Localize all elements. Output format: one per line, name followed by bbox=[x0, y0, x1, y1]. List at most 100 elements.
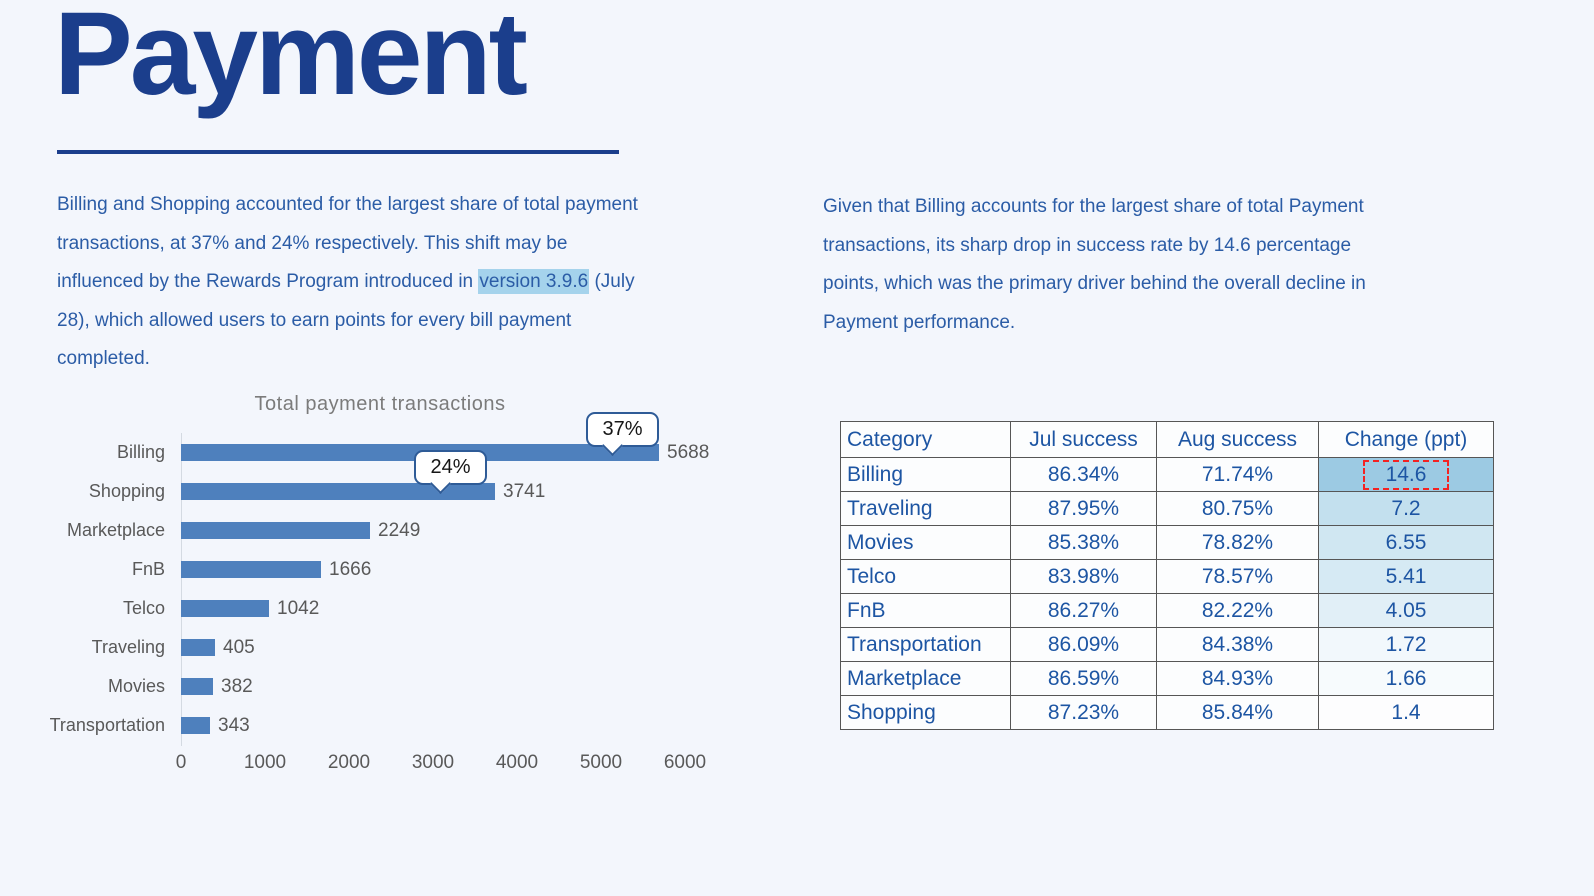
category-label: Movies bbox=[107, 676, 165, 696]
table-body: Billing 86.34% 71.74% 14.6 Traveling 87.95% 80… bbox=[840, 457, 1494, 730]
chart-title: Total payment transactions bbox=[254, 393, 506, 415]
aug-success-cell: 80.75% bbox=[1156, 491, 1319, 526]
value-label: 343 bbox=[218, 714, 250, 736]
right-paragraph: Given that Billing accounts for the larg… bbox=[823, 196, 1366, 333]
jul-success-cell: 83.98% bbox=[1010, 559, 1157, 594]
category-label: Transportation bbox=[49, 715, 165, 735]
chart-row-movies: Movies 382 bbox=[40, 667, 730, 706]
x-tick: 3000 bbox=[411, 752, 455, 773]
version-highlight: version 3.9.6 bbox=[478, 269, 590, 294]
table-row-movies: Movies 85.38% 78.82% 6.55 bbox=[840, 525, 1494, 560]
category-label: FnB bbox=[131, 559, 165, 579]
category-cell: Marketplace bbox=[840, 661, 1011, 696]
transactions-bar-chart: Total payment transactions Billing 5688 Sh… bbox=[40, 390, 730, 790]
category-cell: Shopping bbox=[840, 695, 1011, 730]
category-label: Billing bbox=[116, 442, 165, 462]
chart-row-fnb: FnB 1666 bbox=[40, 550, 730, 589]
category-label: Telco bbox=[122, 598, 165, 618]
change-cell: 7.2 bbox=[1318, 491, 1494, 526]
table-row-telco: Telco 83.98% 78.57% 5.41 bbox=[840, 559, 1494, 594]
aug-success-cell: 84.93% bbox=[1156, 661, 1319, 696]
category-label: Shopping bbox=[88, 481, 165, 501]
jul-success-cell: 86.27% bbox=[1010, 593, 1157, 628]
chart-row-transportation: Transportation 343 bbox=[40, 706, 730, 745]
aug-success-cell: 78.82% bbox=[1156, 525, 1319, 560]
value-label: 1666 bbox=[329, 558, 372, 580]
red-dashed-highlight-box: 14.6 bbox=[1362, 459, 1450, 490]
change-cell: 4.05 bbox=[1318, 593, 1494, 628]
change-cell: 6.55 bbox=[1318, 525, 1494, 560]
table-header-cell: Jul success bbox=[1010, 421, 1157, 458]
table-row-marketplace: Marketplace 86.59% 84.93% 1.66 bbox=[840, 661, 1494, 696]
callout-billing-share: 37% bbox=[586, 412, 659, 447]
bar-telco bbox=[181, 600, 269, 617]
x-tick: 2000 bbox=[327, 752, 371, 773]
callout-shopping-share: 24% bbox=[414, 450, 487, 485]
x-tick: 6000 bbox=[663, 752, 707, 773]
aug-success-cell: 84.38% bbox=[1156, 627, 1319, 662]
x-tick: 0 bbox=[175, 752, 187, 773]
value-label: 2249 bbox=[378, 519, 421, 541]
table-header-cell: Aug success bbox=[1156, 421, 1319, 458]
bar-traveling bbox=[181, 639, 215, 656]
jul-success-cell: 87.95% bbox=[1010, 491, 1157, 526]
change-cell: 1.72 bbox=[1318, 627, 1494, 662]
chart-row-marketplace: Marketplace 2249 bbox=[40, 511, 730, 550]
bar-transportation bbox=[181, 717, 210, 734]
y-axis-line bbox=[181, 433, 182, 746]
jul-success-cell: 86.34% bbox=[1010, 457, 1157, 492]
chart-row-traveling: Traveling 405 bbox=[40, 628, 730, 667]
change-cell: 1.66 bbox=[1318, 661, 1494, 696]
jul-success-cell: 86.59% bbox=[1010, 661, 1157, 696]
x-tick: 1000 bbox=[243, 752, 287, 773]
category-cell: Transportation bbox=[840, 627, 1011, 662]
value-label: 1042 bbox=[277, 597, 320, 619]
chart-row-shopping: Shopping 3741 bbox=[40, 472, 730, 511]
jul-success-cell: 87.23% bbox=[1010, 695, 1157, 730]
table-row-traveling: Traveling 87.95% 80.75% 7.2 bbox=[840, 491, 1494, 526]
left-paragraph: Billing and Shopping accounted for the l… bbox=[57, 186, 657, 379]
category-label: Traveling bbox=[91, 637, 165, 657]
x-axis: 0 1000 2000 3000 4000 5000 6000 bbox=[40, 752, 730, 776]
category-cell: FnB bbox=[840, 593, 1011, 628]
category-cell: Traveling bbox=[840, 491, 1011, 526]
table-row-shopping: Shopping 87.23% 85.84% 1.4 bbox=[840, 695, 1494, 730]
bar-shopping bbox=[181, 483, 495, 500]
table-row-fnb: FnB 86.27% 82.22% 4.05 bbox=[840, 593, 1494, 628]
change-cell: 14.6 bbox=[1318, 457, 1494, 492]
table-row-billing: Billing 86.34% 71.74% 14.6 bbox=[840, 457, 1494, 492]
callout-shopping-label: 24% bbox=[430, 456, 471, 478]
value-label: 405 bbox=[223, 636, 255, 658]
aug-success-cell: 71.74% bbox=[1156, 457, 1319, 492]
jul-success-cell: 85.38% bbox=[1010, 525, 1157, 560]
table-header-cell: Category bbox=[840, 421, 1011, 458]
success-rate-table: Category Jul success Aug success Change (pp… bbox=[840, 421, 1494, 730]
table-row-transportation: Transportation 86.09% 84.38% 1.72 bbox=[840, 627, 1494, 662]
value-label: 3741 bbox=[503, 480, 546, 502]
value-label: 5688 bbox=[667, 441, 710, 463]
table-header-cell: Change (ppt) bbox=[1318, 421, 1494, 458]
category-label: Marketplace bbox=[66, 520, 165, 540]
callout-billing-label: 37% bbox=[602, 418, 643, 440]
table-header-row: Category Jul success Aug success Change (pp… bbox=[840, 421, 1494, 458]
left-paragraph-text-after: (July 28), which allowed users to earn p… bbox=[57, 271, 635, 369]
change-cell: 1.4 bbox=[1318, 695, 1494, 730]
jul-success-cell: 86.09% bbox=[1010, 627, 1157, 662]
category-cell: Billing bbox=[840, 457, 1011, 492]
bar-fnb bbox=[181, 561, 321, 578]
left-paragraph-text-before: Billing and Shopping accounted for the l… bbox=[57, 194, 638, 292]
aug-success-cell: 85.84% bbox=[1156, 695, 1319, 730]
x-tick: 4000 bbox=[495, 752, 539, 773]
category-cell: Movies bbox=[840, 525, 1011, 560]
page-title: Payment bbox=[54, 0, 528, 120]
chart-row-telco: Telco 1042 bbox=[40, 589, 730, 628]
bar-movies bbox=[181, 678, 213, 695]
x-tick: 5000 bbox=[579, 752, 623, 773]
aug-success-cell: 82.22% bbox=[1156, 593, 1319, 628]
category-cell: Telco bbox=[840, 559, 1011, 594]
bar-marketplace bbox=[181, 522, 370, 539]
change-cell: 5.41 bbox=[1318, 559, 1494, 594]
value-label: 382 bbox=[221, 675, 253, 697]
aug-success-cell: 78.57% bbox=[1156, 559, 1319, 594]
